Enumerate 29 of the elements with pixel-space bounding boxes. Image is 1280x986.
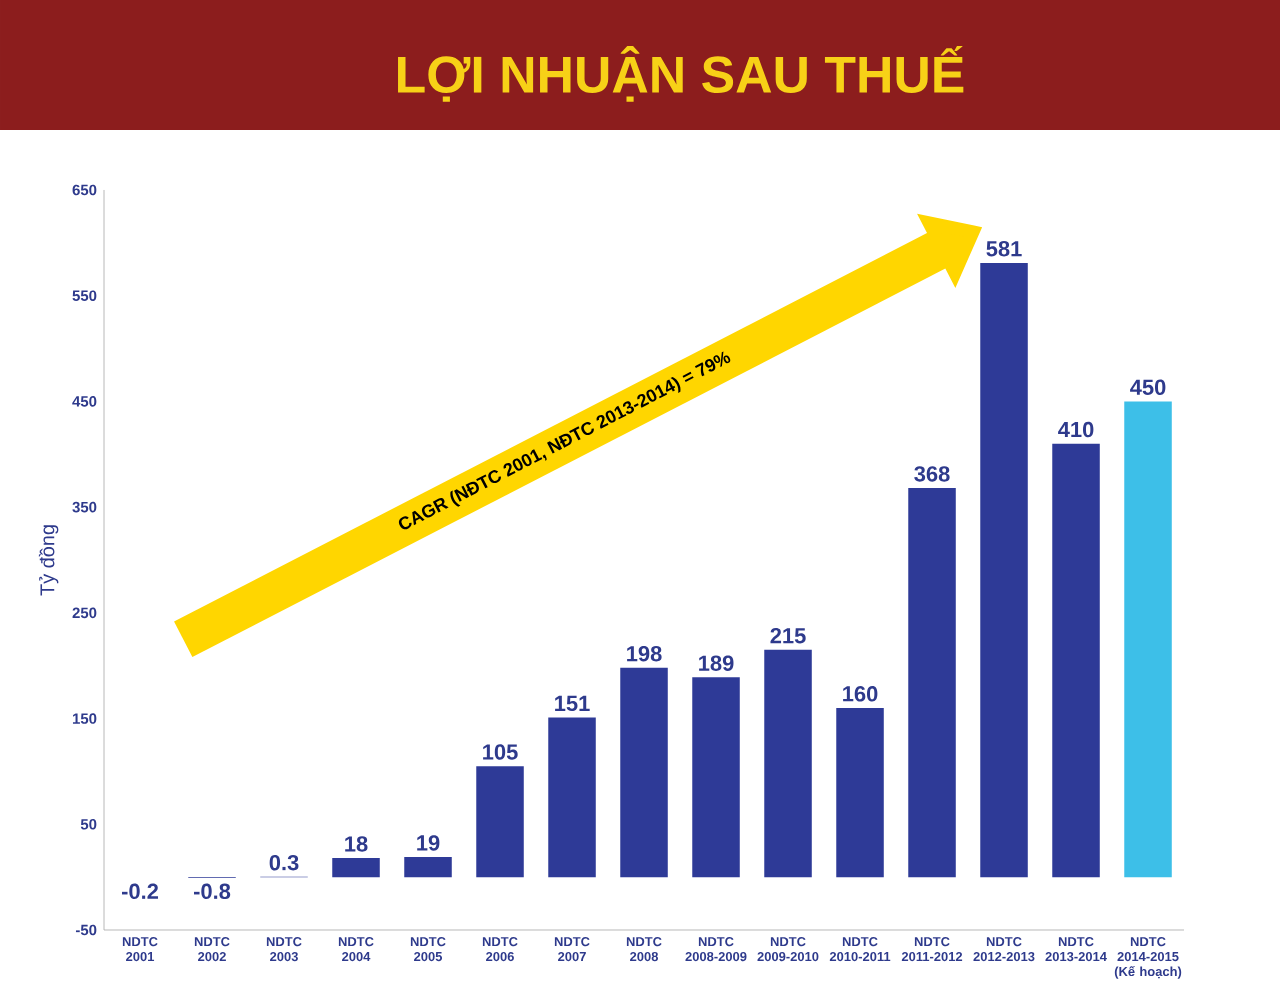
bar [476, 766, 524, 878]
data-label: 368 [914, 466, 950, 483]
bar [1052, 444, 1100, 878]
data-label: 0.3 [269, 855, 299, 871]
bar [692, 677, 740, 878]
bar [1124, 401, 1172, 878]
data-label: 160 [843, 686, 878, 702]
data-label: 19 [417, 835, 440, 851]
data-label: 105 [483, 744, 518, 761]
data-label: -0.8 [193, 883, 231, 900]
data-label: -0.2 [121, 883, 159, 900]
bar [620, 668, 668, 878]
data-label: 410 [1058, 422, 1094, 438]
data-label: 189 [699, 655, 734, 672]
chart-title: LỢI NHUẬN SAU THUẾ [398, 46, 964, 103]
bar [836, 708, 884, 878]
bar [980, 263, 1028, 878]
data-label: 18 [345, 836, 368, 853]
bar [548, 717, 596, 878]
data-label: 215 [770, 628, 806, 644]
bar [764, 650, 812, 878]
data-label: 450 [1130, 379, 1166, 396]
bar [908, 488, 956, 878]
bar [404, 857, 452, 878]
data-label: 198 [627, 646, 662, 662]
data-label: 151 [555, 696, 590, 712]
bar [332, 858, 380, 878]
y-axis-title: Tỷ đồng [38, 525, 59, 596]
data-label: 581 [986, 241, 1022, 257]
